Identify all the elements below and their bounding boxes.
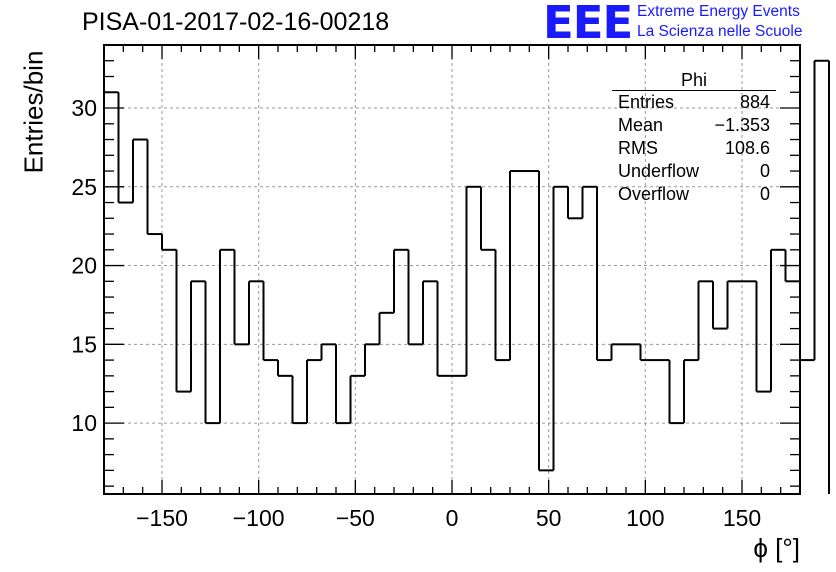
x-tick-label: 100 bbox=[626, 505, 664, 531]
logo-line-1: Extreme Energy Events bbox=[637, 3, 800, 20]
y-tick-label: 30 bbox=[71, 95, 97, 121]
stats-row-rms: RMS 108.6 bbox=[612, 137, 776, 160]
stats-value: 0 bbox=[759, 161, 770, 181]
logo-line-2: La Scienza nelle Scuole bbox=[637, 23, 803, 40]
y-axis-label: Entries/bin bbox=[18, 50, 49, 174]
stats-value: 0 bbox=[759, 184, 770, 204]
y-tick-label: 15 bbox=[71, 331, 97, 357]
x-axis-label: ϕ [°] bbox=[753, 533, 800, 563]
stats-row-entries: Entries 884 bbox=[612, 91, 776, 114]
stats-label: Mean bbox=[618, 115, 664, 135]
y-tick-label: 25 bbox=[71, 174, 97, 200]
eee-logo: EEE bbox=[543, 0, 633, 49]
stats-value: 884 bbox=[739, 92, 770, 112]
stats-row-underflow: Underflow 0 bbox=[612, 160, 776, 183]
stats-value: 108.6 bbox=[724, 138, 770, 158]
stats-label: RMS bbox=[618, 138, 658, 158]
y-tick-label: 10 bbox=[71, 410, 97, 436]
x-tick-label: 50 bbox=[536, 505, 562, 531]
chart-title: PISA-01-2017-02-16-00218 bbox=[82, 8, 390, 36]
stats-label: Overflow bbox=[618, 184, 690, 204]
stats-row-overflow: Overflow 0 bbox=[612, 183, 776, 206]
x-tick-label: 150 bbox=[723, 505, 761, 531]
stats-label: Entries bbox=[618, 92, 675, 112]
stats-box: Phi Entries 884 Mean −1.353 RMS 108.6 Un… bbox=[612, 70, 776, 206]
stats-title: Phi bbox=[612, 70, 776, 91]
stats-value: −1.353 bbox=[714, 115, 770, 135]
stats-label: Underflow bbox=[618, 161, 700, 181]
x-tick-label: −150 bbox=[136, 505, 188, 531]
x-tick-label: 0 bbox=[446, 505, 459, 531]
x-tick-label: −50 bbox=[336, 505, 375, 531]
x-tick-label: −100 bbox=[233, 505, 285, 531]
y-tick-label: 20 bbox=[71, 253, 97, 279]
stats-row-mean: Mean −1.353 bbox=[612, 114, 776, 137]
